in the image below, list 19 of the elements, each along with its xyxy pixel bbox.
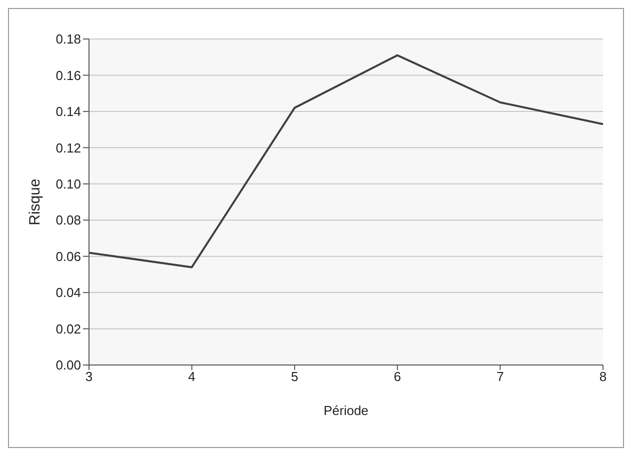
y-axis-title: Risque xyxy=(26,178,44,226)
y-tick-label: 0.18 xyxy=(56,32,81,47)
y-tick-label: 0.08 xyxy=(56,212,81,228)
y-tick-label: 0.04 xyxy=(56,285,81,300)
line-series xyxy=(88,54,604,268)
x-tick-label: 4 xyxy=(188,369,196,384)
y-tick-label: 0.14 xyxy=(56,104,81,120)
x-tick-label: 7 xyxy=(496,369,504,384)
y-tick-label: 0.06 xyxy=(56,248,81,264)
y-tick-label: 0.12 xyxy=(56,140,81,156)
x-tick-label: 6 xyxy=(394,369,402,384)
y-tick-label: 0.02 xyxy=(56,321,81,336)
x-tick-label: 8 xyxy=(599,369,607,384)
y-tick-label: 0.00 xyxy=(56,358,81,373)
y-tick-label: 0.16 xyxy=(56,68,81,83)
x-tick-label: 5 xyxy=(290,369,298,384)
x-axis-title: Période xyxy=(324,403,368,418)
x-tick-label: 3 xyxy=(85,369,93,384)
y-tick-label: 0.10 xyxy=(56,176,81,192)
